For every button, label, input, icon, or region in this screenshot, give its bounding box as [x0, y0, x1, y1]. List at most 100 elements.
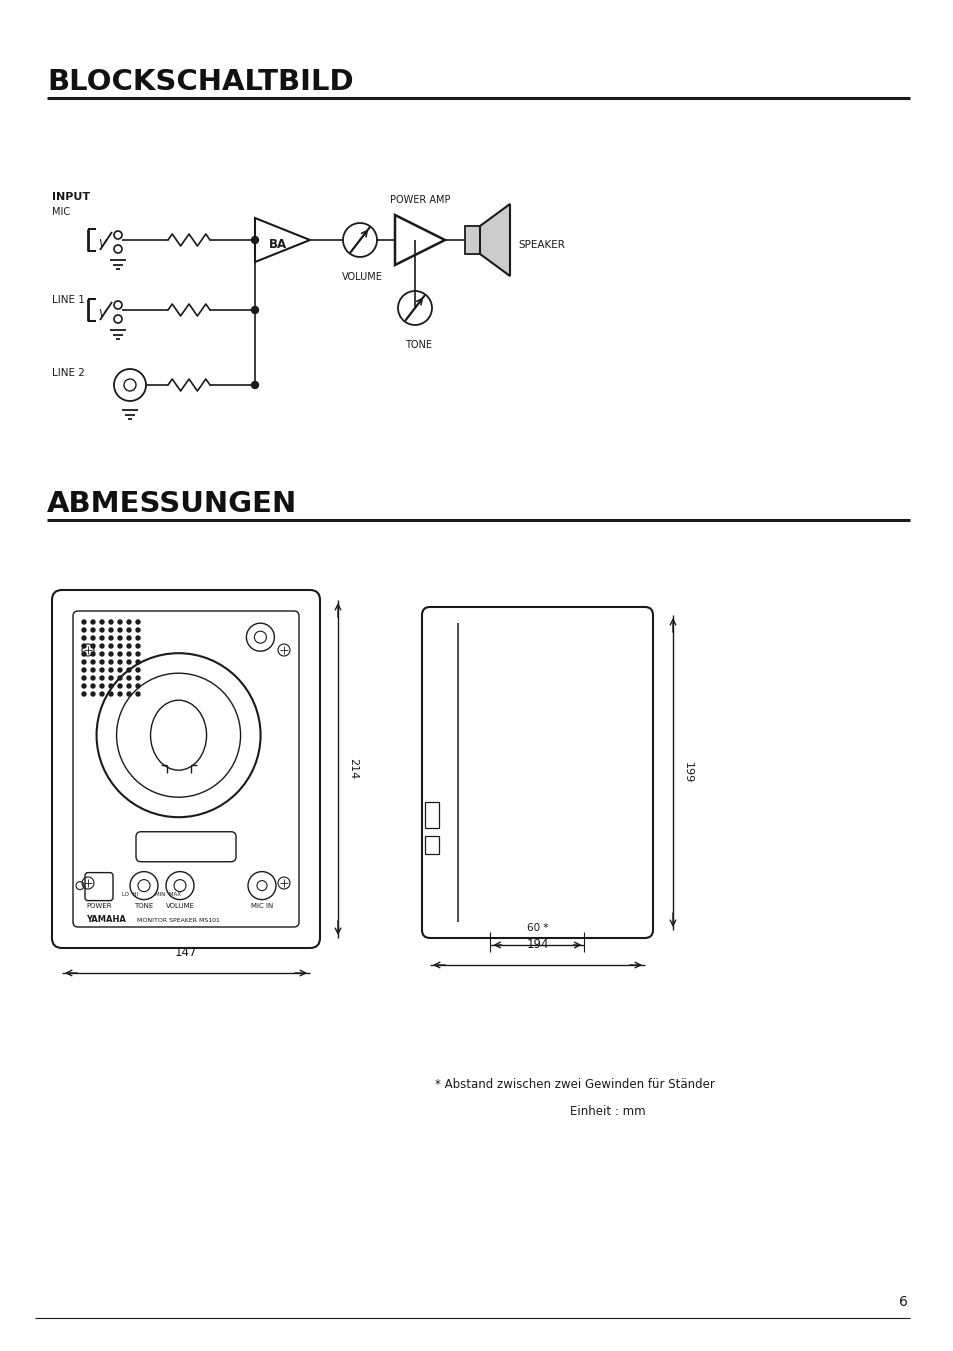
Circle shape	[118, 628, 122, 632]
Text: V: V	[98, 239, 106, 249]
Circle shape	[100, 667, 104, 671]
Text: TONE: TONE	[134, 902, 153, 909]
Circle shape	[118, 676, 122, 680]
Circle shape	[127, 644, 131, 648]
Text: LINE 1: LINE 1	[52, 295, 85, 305]
Text: YAMAHA: YAMAHA	[86, 915, 126, 924]
Circle shape	[127, 676, 131, 680]
Circle shape	[127, 620, 131, 624]
Text: MIC IN: MIC IN	[251, 902, 273, 909]
Text: Einheit : mm: Einheit : mm	[569, 1105, 645, 1119]
Text: 60 *: 60 *	[526, 923, 548, 934]
Circle shape	[118, 644, 122, 648]
Circle shape	[127, 653, 131, 657]
Circle shape	[82, 653, 86, 657]
Circle shape	[109, 620, 112, 624]
Circle shape	[252, 307, 258, 313]
Bar	[424, 836, 438, 854]
Text: BA: BA	[269, 239, 287, 251]
Text: VOLUME: VOLUME	[165, 902, 194, 909]
Circle shape	[136, 636, 140, 640]
Circle shape	[91, 661, 95, 663]
Circle shape	[91, 676, 95, 680]
Circle shape	[82, 667, 86, 671]
Circle shape	[109, 644, 112, 648]
Circle shape	[82, 692, 86, 696]
Circle shape	[109, 661, 112, 663]
Circle shape	[136, 684, 140, 688]
Circle shape	[109, 676, 112, 680]
Circle shape	[127, 628, 131, 632]
Circle shape	[109, 653, 112, 657]
Text: LO  HI: LO HI	[122, 892, 138, 897]
Circle shape	[118, 692, 122, 696]
Circle shape	[82, 661, 86, 663]
Circle shape	[118, 684, 122, 688]
Circle shape	[136, 628, 140, 632]
Circle shape	[100, 620, 104, 624]
Circle shape	[127, 667, 131, 671]
Circle shape	[91, 620, 95, 624]
Circle shape	[136, 661, 140, 663]
Circle shape	[91, 644, 95, 648]
Circle shape	[100, 661, 104, 663]
Polygon shape	[479, 204, 510, 276]
Text: VOLUME: VOLUME	[341, 272, 382, 282]
Text: 6: 6	[898, 1296, 907, 1309]
Circle shape	[118, 661, 122, 663]
Circle shape	[100, 628, 104, 632]
Circle shape	[100, 644, 104, 648]
Circle shape	[252, 381, 258, 389]
Circle shape	[82, 676, 86, 680]
Circle shape	[127, 661, 131, 663]
Text: POWER: POWER	[86, 902, 112, 909]
Circle shape	[118, 667, 122, 671]
Text: MIC: MIC	[52, 207, 71, 218]
Circle shape	[127, 636, 131, 640]
Circle shape	[136, 667, 140, 671]
Text: * Abstand zwischen zwei Gewinden für Ständer: * Abstand zwischen zwei Gewinden für Stä…	[435, 1078, 714, 1092]
Circle shape	[91, 653, 95, 657]
Circle shape	[100, 692, 104, 696]
Circle shape	[82, 636, 86, 640]
Circle shape	[82, 684, 86, 688]
Circle shape	[82, 644, 86, 648]
Circle shape	[109, 636, 112, 640]
Text: 194: 194	[526, 938, 548, 951]
Bar	[464, 226, 479, 254]
Circle shape	[109, 628, 112, 632]
Text: INPUT: INPUT	[52, 192, 90, 203]
Circle shape	[91, 684, 95, 688]
Text: MIN  MAX: MIN MAX	[154, 892, 181, 897]
Circle shape	[118, 653, 122, 657]
Circle shape	[100, 684, 104, 688]
Circle shape	[100, 636, 104, 640]
Text: 147: 147	[174, 946, 197, 959]
Circle shape	[91, 667, 95, 671]
Circle shape	[91, 692, 95, 696]
Text: BLOCKSCHALTBILD: BLOCKSCHALTBILD	[47, 68, 354, 96]
Text: ABMESSUNGEN: ABMESSUNGEN	[47, 490, 297, 517]
Circle shape	[100, 676, 104, 680]
Circle shape	[109, 684, 112, 688]
Text: V: V	[98, 309, 106, 319]
Text: POWER AMP: POWER AMP	[390, 195, 450, 205]
Text: SPEAKER: SPEAKER	[517, 240, 564, 250]
Text: LINE 2: LINE 2	[52, 367, 85, 378]
Bar	[424, 802, 438, 828]
Circle shape	[82, 620, 86, 624]
Circle shape	[136, 692, 140, 696]
Circle shape	[136, 653, 140, 657]
Text: MONITOR SPEAKER MS101: MONITOR SPEAKER MS101	[137, 917, 219, 923]
Circle shape	[127, 684, 131, 688]
Circle shape	[118, 620, 122, 624]
Circle shape	[136, 676, 140, 680]
Text: TONE: TONE	[405, 340, 432, 350]
Circle shape	[136, 644, 140, 648]
Text: 199: 199	[682, 762, 692, 784]
Circle shape	[100, 653, 104, 657]
Circle shape	[109, 692, 112, 696]
Circle shape	[252, 236, 258, 243]
Circle shape	[109, 667, 112, 671]
Circle shape	[136, 620, 140, 624]
